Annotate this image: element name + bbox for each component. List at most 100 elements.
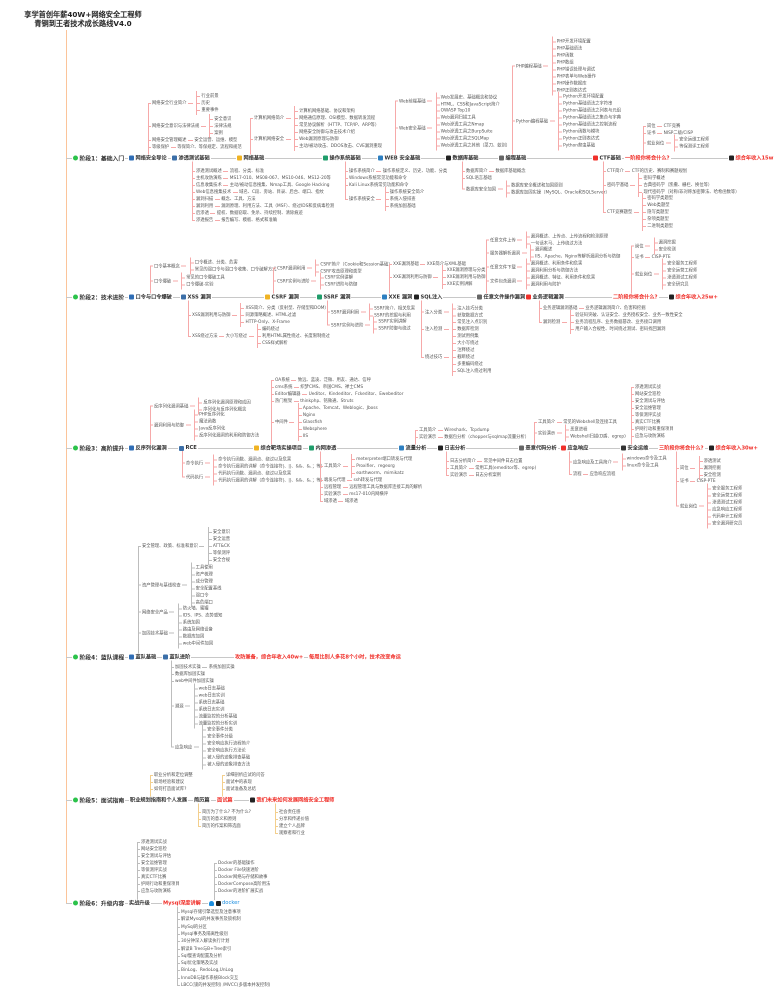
topic-node[interactable]: 职业规划指南和个人发展: [129, 796, 189, 804]
branch-entry: CTF简介 CTF的历史、赛制和赛题规划: [603, 168, 687, 174]
topic-node[interactable]: 口令与口令爆破: [128, 293, 173, 301]
stage-node[interactable]: 阶段1：基础入门: [72, 153, 126, 163]
outcome-node[interactable]: 综合年收入30w+: [708, 444, 759, 452]
outcome-node[interactable]: docker: [208, 900, 241, 906]
topic-node[interactable]: CTF基础: [592, 154, 622, 162]
branch-entry: 域渗透 域渗透: [320, 498, 358, 504]
topic-node[interactable]: 业务逻辑漏洞: [525, 293, 565, 301]
connector-line: [170, 146, 176, 148]
stage-node[interactable]: 阶段2：技术进阶: [72, 292, 126, 302]
node-label: 蓝队进阶: [169, 654, 191, 661]
topic-node[interactable]: 日志分析: [437, 444, 467, 452]
outcome-node[interactable]: 我们未来如何发展网络安全工程师: [249, 796, 336, 804]
topic-node[interactable]: 蓝队基础: [128, 653, 158, 661]
stage-node[interactable]: 阶段3：高阶提升: [72, 443, 126, 453]
topic-node[interactable]: 应急响应: [560, 444, 590, 452]
topic-node[interactable]: XXE 漏洞: [381, 293, 414, 301]
connector-tick: [178, 608, 182, 609]
topic-node[interactable]: 实战升级: [128, 899, 151, 907]
topic-node[interactable]: 渗透测试基础: [171, 154, 211, 162]
node-label: 职业规划指南和个人发展: [130, 797, 188, 804]
list-item-row: 常见的弱口令与弱口令收集、口令破解方式: [190, 266, 276, 273]
list-item: 漏洞原理、利用方法、工具（MSF）、绕过IDS和反病毒检测: [221, 204, 335, 209]
list-item-row: Python基础语法之字符串: [559, 100, 621, 107]
branch-label: SSRF实例与进阶: [331, 323, 364, 328]
connector-tick: [214, 876, 217, 878]
branch-label: Sql优化策略及实战: [181, 961, 218, 966]
connector-line: [690, 467, 696, 469]
connector-tick: [271, 393, 274, 395]
topic-icon: [309, 445, 314, 451]
connector-tick: [191, 595, 195, 596]
branch-entry: CSRF实例与进阶 CSRF实例讲解 CSRF进阶与防御: [273, 272, 357, 290]
list-item-row: 大小写绕过: [453, 340, 491, 347]
connector-tick: [177, 918, 180, 920]
branch-line: [192, 158, 193, 220]
topic-icon: [237, 155, 242, 161]
topic-node[interactable]: CSRF 漏洞: [264, 293, 300, 301]
branch-entry: 护网行动和重保项目: [137, 881, 180, 887]
sub-list: Web发展史、基础概念和协议 HTML、CSS和JavaScript简介: [435, 92, 500, 110]
topic-node[interactable]: SSRF 漏洞: [316, 293, 352, 301]
connector-tick: [137, 848, 140, 850]
outcome-node[interactable]: 面试篇: [216, 796, 234, 804]
topic-node[interactable]: RCE: [178, 445, 198, 451]
outcome-node[interactable]: 攻防兼备，综合年收入40w+: [234, 653, 305, 661]
topic-node[interactable]: 内网渗透: [308, 444, 338, 452]
topic-node[interactable]: 恶意代码分析: [518, 444, 558, 452]
list-item-row: XXE漏洞利用与防御: [442, 274, 485, 281]
connector-tick: [192, 170, 195, 172]
connector-tick: [327, 311, 330, 313]
branch-line: [486, 240, 487, 297]
connector-tick: [192, 205, 195, 207]
list-item: Glassfish: [302, 419, 323, 425]
topic-node[interactable]: WEB 安全基础: [377, 154, 422, 162]
outcome-node[interactable]: 每周比别人多花8个小时，技术改变命运: [308, 653, 402, 661]
topic-node[interactable]: 编程基础: [498, 154, 528, 162]
topic-node[interactable]: 数据库基础: [445, 154, 480, 162]
connector-tick: [453, 342, 457, 344]
list-item: 域名、C段、旁站、目录、后台、端口、指纹: [239, 190, 324, 195]
branch-line: [512, 66, 513, 158]
connector-tick: [203, 743, 207, 744]
topic-node[interactable]: XSS 漏洞: [180, 293, 212, 301]
list-item-row: PHP正则表达式: [552, 87, 596, 94]
list-item: 高危端口: [195, 600, 213, 606]
outcome-node[interactable]: 综合年收入25w+: [668, 293, 719, 301]
topic-node[interactable]: 蓝队进阶: [162, 653, 192, 661]
connector-tick: [177, 962, 180, 964]
outcome-node[interactable]: 综合年收入15w+: [728, 154, 774, 162]
branch-line: [534, 422, 535, 448]
topic-node[interactable]: 综合靶场实操项目: [253, 444, 304, 452]
stage-node[interactable]: 阶段5：面试指南: [72, 795, 126, 805]
branch-label: 实验演示: [450, 473, 468, 478]
topic-node[interactable]: 操作系统基础: [322, 154, 362, 162]
branch-entry: 详细剖析应试的问答: [222, 772, 265, 778]
branch-label: 30分钟深入解读执行计划: [181, 939, 230, 944]
outcome-node[interactable]: 一阶段你将会什么?: [624, 154, 671, 162]
topic-node[interactable]: 安全运维: [620, 444, 650, 452]
topic-node[interactable]: SQL注入: [413, 293, 444, 301]
list-item-row: 安全事件分级: [203, 733, 250, 740]
topic-node[interactable]: 简历篇: [193, 796, 211, 804]
branch-line: [345, 158, 346, 199]
topic-node[interactable]: 流量分析: [398, 444, 428, 452]
branch-label: 漏洞扫描: [196, 197, 214, 202]
topic-node[interactable]: 任意文件操作漏洞: [476, 293, 527, 301]
topic-node[interactable]: 网络安全导论: [128, 154, 168, 162]
outcome-node[interactable]: Mysql深度讲解: [162, 899, 202, 907]
list-item: 被入侵的迹象排查基础: [207, 755, 251, 761]
outcome-node[interactable]: 二阶段你将会什么?: [612, 293, 659, 301]
list-item-row: Python基础语法之列表与元组: [559, 107, 621, 114]
list-item: SSRF的挖掘与利用: [374, 313, 411, 319]
stage-node[interactable]: 阶段4：蓝队课程: [72, 652, 126, 662]
topic-node[interactable]: 网络基础: [236, 154, 266, 162]
connector-line: [187, 139, 193, 141]
topic-node[interactable]: 反序列化漏洞: [128, 444, 168, 452]
branch-label: 信息收集技术: [196, 183, 222, 188]
stage-node[interactable]: 阶段6：升级内容: [72, 898, 126, 908]
outcome-node[interactable]: 三阶段你将会什么?: [658, 444, 705, 452]
connector-tick: [415, 429, 418, 431]
branch-label: 溯源: [175, 704, 184, 709]
list-item-row: 系统加固基础: [385, 203, 424, 210]
